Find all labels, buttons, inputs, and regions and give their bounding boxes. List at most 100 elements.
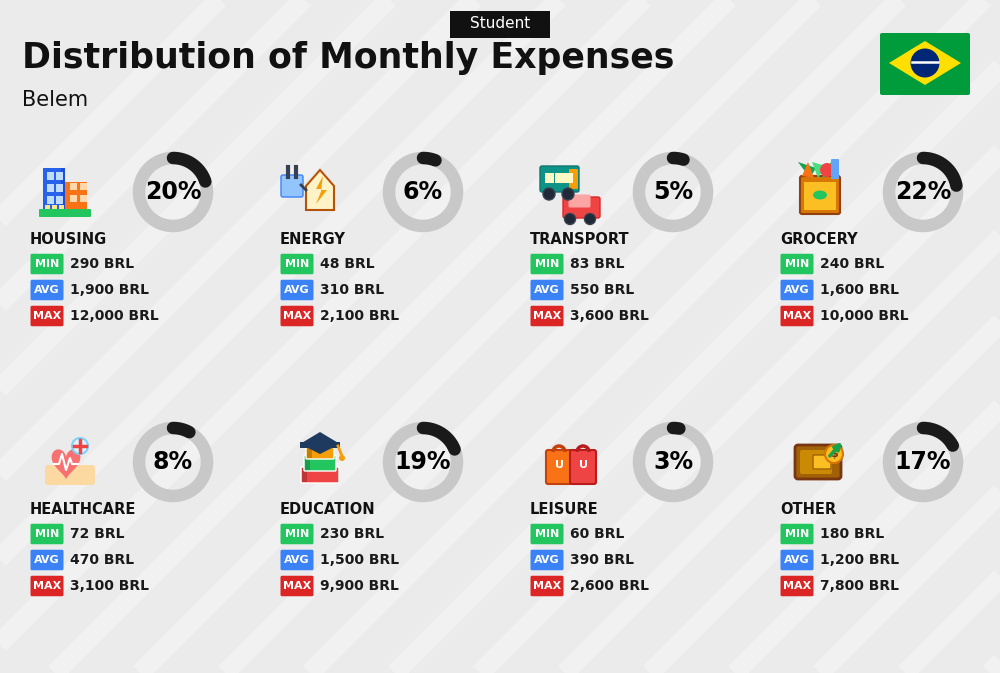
Text: 1,200 BRL: 1,200 BRL <box>820 553 899 567</box>
FancyBboxPatch shape <box>45 465 95 485</box>
FancyBboxPatch shape <box>280 306 314 326</box>
Text: AVG: AVG <box>34 555 60 565</box>
Text: 60 BRL: 60 BRL <box>570 527 624 541</box>
FancyBboxPatch shape <box>30 575 64 596</box>
FancyBboxPatch shape <box>65 182 87 212</box>
Polygon shape <box>52 450 80 480</box>
FancyBboxPatch shape <box>795 445 841 479</box>
Text: Distribution of Monthly Expenses: Distribution of Monthly Expenses <box>22 41 674 75</box>
FancyBboxPatch shape <box>306 443 334 459</box>
Text: AVG: AVG <box>784 555 810 565</box>
Text: OTHER: OTHER <box>780 502 836 517</box>
FancyBboxPatch shape <box>781 254 814 275</box>
Text: 3,100 BRL: 3,100 BRL <box>70 579 149 593</box>
FancyBboxPatch shape <box>800 176 840 214</box>
Text: 72 BRL: 72 BRL <box>70 527 124 541</box>
Ellipse shape <box>813 190 827 199</box>
Text: 390 BRL: 390 BRL <box>570 553 634 567</box>
FancyBboxPatch shape <box>56 184 63 192</box>
Text: HEALTHCARE: HEALTHCARE <box>30 502 136 517</box>
Polygon shape <box>306 170 334 210</box>
Text: 12,000 BRL: 12,000 BRL <box>70 309 159 323</box>
FancyBboxPatch shape <box>554 172 564 182</box>
Text: MIN: MIN <box>785 259 809 269</box>
FancyBboxPatch shape <box>280 524 314 544</box>
FancyBboxPatch shape <box>800 450 832 474</box>
Text: 1,900 BRL: 1,900 BRL <box>70 283 149 297</box>
Text: 310 BRL: 310 BRL <box>320 283 384 297</box>
Circle shape <box>910 48 940 77</box>
FancyBboxPatch shape <box>531 254 564 275</box>
Text: AVG: AVG <box>534 285 560 295</box>
FancyBboxPatch shape <box>39 209 91 217</box>
FancyBboxPatch shape <box>781 306 814 326</box>
Text: 17%: 17% <box>895 450 951 474</box>
Text: 22%: 22% <box>895 180 951 204</box>
Text: MIN: MIN <box>785 529 809 539</box>
FancyBboxPatch shape <box>781 575 814 596</box>
Text: AVG: AVG <box>284 555 310 565</box>
Polygon shape <box>822 160 836 178</box>
Text: 10,000 BRL: 10,000 BRL <box>820 309 909 323</box>
Text: 3%: 3% <box>653 450 693 474</box>
FancyBboxPatch shape <box>280 280 314 300</box>
FancyBboxPatch shape <box>70 195 77 202</box>
Text: $: $ <box>830 449 838 459</box>
FancyBboxPatch shape <box>831 159 839 179</box>
Polygon shape <box>812 162 826 178</box>
Text: AVG: AVG <box>34 285 60 295</box>
Text: MAX: MAX <box>283 311 311 321</box>
Text: 290 BRL: 290 BRL <box>70 257 134 271</box>
Polygon shape <box>802 162 814 178</box>
FancyBboxPatch shape <box>302 468 307 482</box>
FancyBboxPatch shape <box>880 33 970 95</box>
FancyBboxPatch shape <box>45 205 50 212</box>
FancyBboxPatch shape <box>30 550 64 570</box>
FancyBboxPatch shape <box>30 306 64 326</box>
FancyBboxPatch shape <box>80 183 87 190</box>
Text: HOUSING: HOUSING <box>30 232 107 247</box>
FancyBboxPatch shape <box>563 197 600 218</box>
Text: MAX: MAX <box>533 581 561 591</box>
Polygon shape <box>798 162 816 178</box>
Text: 550 BRL: 550 BRL <box>570 283 634 297</box>
Circle shape <box>820 163 834 177</box>
FancyBboxPatch shape <box>781 550 814 570</box>
FancyBboxPatch shape <box>531 306 564 326</box>
Text: MAX: MAX <box>33 581 61 591</box>
FancyBboxPatch shape <box>305 456 310 470</box>
FancyBboxPatch shape <box>59 205 64 212</box>
FancyBboxPatch shape <box>280 550 314 570</box>
FancyBboxPatch shape <box>570 450 596 484</box>
FancyBboxPatch shape <box>546 450 572 484</box>
Text: 470 BRL: 470 BRL <box>70 553 134 567</box>
Text: 19%: 19% <box>395 450 451 474</box>
Text: AVG: AVG <box>534 555 560 565</box>
Text: 5%: 5% <box>653 180 693 204</box>
FancyBboxPatch shape <box>47 172 54 180</box>
FancyBboxPatch shape <box>569 169 578 189</box>
Text: MAX: MAX <box>783 311 811 321</box>
FancyBboxPatch shape <box>30 280 64 300</box>
Circle shape <box>543 188 555 200</box>
Text: MIN: MIN <box>35 259 59 269</box>
Text: MIN: MIN <box>535 529 559 539</box>
FancyBboxPatch shape <box>61 168 65 212</box>
Text: Belem: Belem <box>22 90 88 110</box>
Text: U: U <box>578 460 588 470</box>
Text: GROCERY: GROCERY <box>780 232 858 247</box>
Text: 20%: 20% <box>145 180 201 204</box>
FancyBboxPatch shape <box>531 550 564 570</box>
Circle shape <box>825 445 843 463</box>
FancyBboxPatch shape <box>568 194 590 207</box>
FancyBboxPatch shape <box>56 196 63 204</box>
Text: TRANSPORT: TRANSPORT <box>530 232 630 247</box>
Polygon shape <box>316 176 327 204</box>
FancyBboxPatch shape <box>43 168 63 212</box>
FancyBboxPatch shape <box>450 11 550 38</box>
Text: 1,500 BRL: 1,500 BRL <box>320 553 399 567</box>
FancyBboxPatch shape <box>781 280 814 300</box>
Text: MAX: MAX <box>783 581 811 591</box>
Polygon shape <box>889 41 961 85</box>
FancyBboxPatch shape <box>30 524 64 544</box>
